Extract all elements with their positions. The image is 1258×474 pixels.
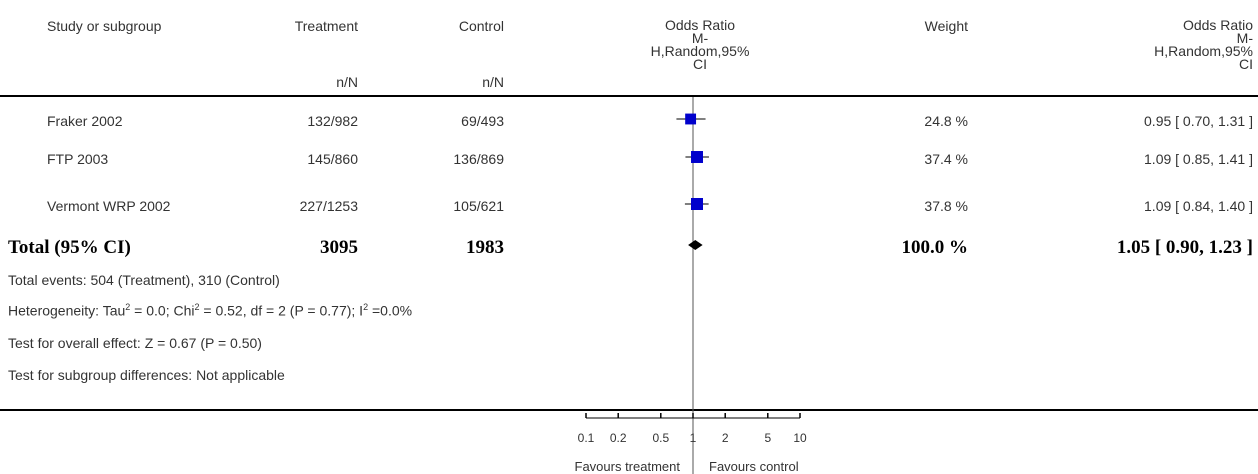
row-treatment: 145/860 — [307, 151, 358, 167]
row-control: 105/621 — [453, 198, 504, 214]
row-study: Fraker 2002 — [47, 113, 123, 129]
het-part-a: Heterogeneity: Tau — [8, 302, 126, 319]
het-sup-chi: 2 — [194, 302, 200, 312]
row-control: 69/493 — [461, 113, 504, 129]
header-divider — [0, 95, 1258, 97]
row-treatment: 132/982 — [307, 113, 358, 129]
footer-divider — [0, 409, 1258, 411]
row-weight: 37.4 % — [924, 151, 968, 167]
header-control: Control — [458, 18, 504, 34]
row-ci: 1.09 [ 0.85, 1.41 ] — [1144, 151, 1253, 167]
header-or-sub1: M- — [691, 30, 709, 46]
header-odds-ratio-plot: Odds Ratio M- H,Random,95% CI — [600, 17, 800, 72]
header-or-sub2: H,Random,95% — [650, 43, 750, 59]
overall-effect-note: Test for overall effect: Z = 0.67 (P = 0… — [8, 335, 262, 351]
row-weight: 37.8 % — [924, 198, 968, 214]
header-treatment-sub: n/N — [336, 74, 358, 90]
x-axis-tick-label: 5 — [764, 431, 771, 445]
het-part-b: = 0.0; Chi — [130, 302, 195, 319]
total-events-note: Total events: 504 (Treatment), 310 (Cont… — [8, 272, 280, 288]
row-study: FTP 2003 — [47, 151, 109, 167]
favours-control-label: Favours control — [709, 459, 799, 474]
pooled-diamond — [688, 240, 703, 250]
row-study: Vermont WRP 2002 — [47, 198, 171, 214]
x-axis-tick-label: 10 — [793, 431, 807, 445]
x-axis-tick-label: 2 — [722, 431, 729, 445]
x-axis-tick-label: 0.5 — [652, 431, 669, 445]
subgroup-note: Test for subgroup differences: Not appli… — [8, 367, 285, 383]
het-part-c: = 0.52, df = 2 (P = 0.77); I — [199, 302, 364, 319]
header-or2-sub2: H,Random,95% — [1154, 43, 1253, 59]
header-or2-sub1: M- — [1236, 30, 1253, 46]
total-control: 1983 — [466, 237, 504, 258]
total-treatment: 3095 — [320, 237, 358, 258]
het-sup-i: 2 — [363, 302, 369, 312]
header-or2-title: Odds Ratio — [1182, 17, 1253, 33]
header-or-sub3: CI — [693, 56, 707, 72]
x-axis-tick-label: 0.2 — [610, 431, 627, 445]
study-point-box — [691, 198, 704, 210]
row-weight: 24.8 % — [924, 113, 968, 129]
favours-treatment-label: Favours treatment — [574, 459, 681, 474]
header-treatment: Treatment — [294, 18, 358, 34]
header-study: Study or subgroup — [47, 18, 162, 34]
total-weight: 100.0 % — [901, 237, 969, 258]
row-treatment: 227/1253 — [299, 198, 358, 214]
row-control: 136/869 — [453, 151, 504, 167]
x-axis-tick-label: 1 — [690, 431, 697, 445]
total-label: Total (95% CI) — [8, 237, 131, 258]
het-sup-tau: 2 — [125, 302, 131, 312]
total-ci: 1.05 [ 0.90, 1.23 ] — [1116, 237, 1253, 258]
header-weight: Weight — [924, 18, 968, 34]
heterogeneity-note: Heterogeneity: Tau2 = 0.0; Chi2 = 0.52, … — [8, 303, 412, 318]
header-or-title: Odds Ratio — [664, 17, 736, 33]
header-odds-ratio-values: Odds Ratio M- H,Random,95% CI — [1100, 17, 1253, 72]
study-point-box — [691, 151, 703, 163]
row-ci: 1.09 [ 0.84, 1.40 ] — [1144, 198, 1253, 214]
header-or2-sub3: CI — [1239, 56, 1253, 72]
row-ci: 0.95 [ 0.70, 1.31 ] — [1144, 113, 1253, 129]
header-control-sub: n/N — [482, 74, 504, 90]
study-point-box — [685, 113, 697, 125]
het-part-d: =0.0% — [368, 302, 413, 319]
x-axis-tick-label: 0.1 — [578, 431, 595, 445]
